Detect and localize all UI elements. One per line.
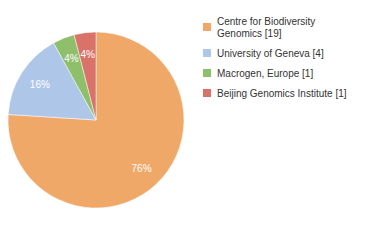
- svg-text:16%: 16%: [30, 79, 50, 90]
- svg-text:4%: 4%: [80, 49, 95, 60]
- svg-text:Genomics [19]: Genomics [19]: [217, 28, 282, 39]
- svg-text:76%: 76%: [132, 163, 152, 174]
- svg-text:University of Geneva [4]: University of Geneva [4]: [217, 48, 324, 59]
- svg-text:Beijing Genomics Institute [1]: Beijing Genomics Institute [1]: [217, 88, 347, 99]
- svg-text:Centre for Biodiversity: Centre for Biodiversity: [217, 16, 315, 27]
- svg-text:Macrogen, Europe [1]: Macrogen, Europe [1]: [217, 68, 313, 79]
- svg-text:4%: 4%: [64, 53, 79, 64]
